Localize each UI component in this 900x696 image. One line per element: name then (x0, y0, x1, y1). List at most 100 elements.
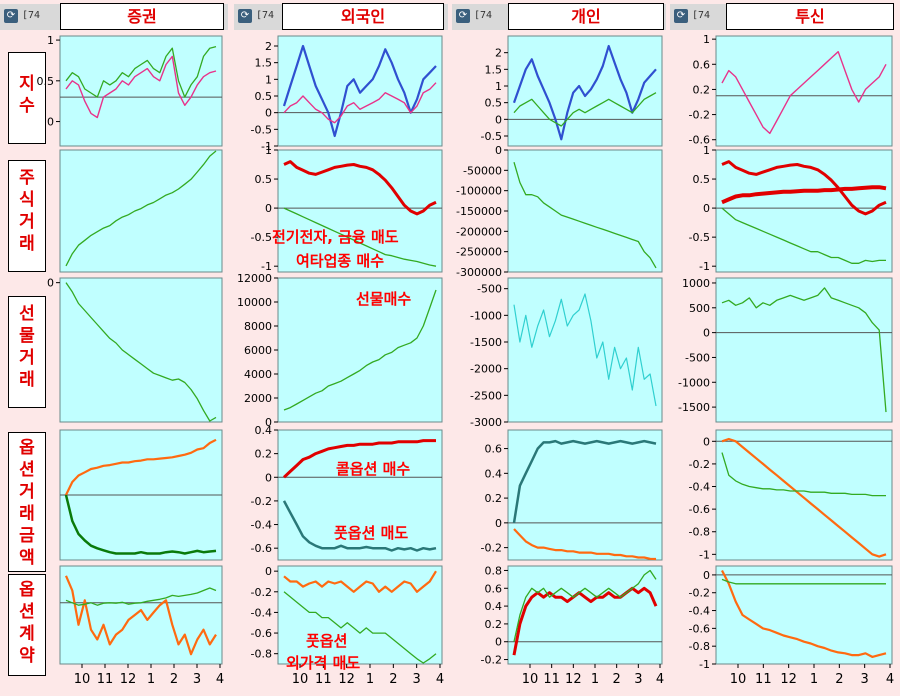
window-icon[interactable]: ⟳ (238, 9, 252, 23)
y-tick-label: 0 (265, 107, 272, 120)
x-tick-label: 2 (170, 672, 178, 687)
chart-panel-foreign-option_contract (277, 565, 443, 665)
series-red-thick-line (721, 185, 887, 205)
y-tick-label: 0 (265, 416, 272, 429)
series-green-line (513, 162, 657, 269)
chart-panel-trust-index (715, 35, 893, 147)
y-tick-label: 2 (265, 40, 272, 53)
y-tick-label: -0.6 (689, 134, 710, 147)
y-tick-label: 0.6 (693, 58, 711, 71)
series-pink-line (65, 55, 217, 119)
y-tick-label: -0.2 (251, 495, 272, 508)
x-tick-label: 10 (74, 672, 91, 687)
y-tick-label: 1.5 (485, 63, 503, 76)
window-icon[interactable]: ⟳ (456, 9, 470, 23)
chart-panel-individual-option_amount (507, 429, 663, 561)
y-tick-label: -0.2 (481, 542, 502, 555)
y-tick-label: 1 (703, 33, 710, 46)
y-tick-label: 1 (265, 73, 272, 86)
y-tick-label: 2 (495, 47, 502, 60)
y-tick-label: -500 (477, 283, 502, 296)
y-tick-label: 0 (703, 327, 710, 340)
y-tick-label: 0 (47, 116, 54, 129)
y-tick-label: -3000 (470, 416, 502, 429)
y-tick-label: 0.4 (255, 424, 273, 437)
y-tick-label: -1 (261, 140, 272, 153)
chart-panel-securities-futures (59, 277, 223, 423)
tab-securities[interactable]: 증권 (60, 3, 224, 30)
y-tick-label: 0.5 (255, 173, 273, 186)
chart-panel-individual-option_contract (507, 565, 663, 665)
series-red-line (283, 160, 437, 216)
y-tick-label: 0 (703, 435, 710, 448)
x-tick-label: 12 (565, 672, 582, 687)
x-tick-label: 3 (193, 672, 201, 687)
y-tick-label: -150000 (456, 205, 502, 218)
series-green-line (721, 287, 887, 413)
y-tick-label: -250000 (456, 246, 502, 259)
tab-trust[interactable]: 투신 (726, 3, 894, 30)
tab-foreign[interactable]: 외국인 (282, 3, 444, 30)
series-green-line (513, 92, 657, 127)
x-tick-label: 12 (120, 672, 137, 687)
chart-panel-trust-futures (715, 277, 893, 423)
y-tick-label: 0.4 (485, 600, 503, 613)
window-icon[interactable]: ⟳ (674, 9, 688, 23)
chart-panel-securities-stock (59, 149, 223, 273)
y-tick-label: -2500 (470, 389, 502, 402)
series-green-line (721, 452, 886, 497)
x-tick-label: 2 (389, 672, 397, 687)
y-tick-label: -0.5 (689, 231, 710, 244)
series-green-line (283, 591, 437, 664)
x-tick-label: 12 (338, 672, 355, 687)
y-tick-label: 1 (47, 34, 54, 47)
y-tick-label: 0.4 (485, 467, 503, 480)
x-tick-label: 4 (886, 672, 894, 687)
annotation-foreign-contract-1: 풋옵션 (306, 632, 348, 650)
series-cyan-line (513, 293, 657, 407)
x-tick-label: 4 (216, 672, 224, 687)
y-tick-label: -100000 (456, 185, 502, 198)
y-tick-label: 0.6 (485, 443, 503, 456)
y-tick-label: 0.5 (693, 173, 711, 186)
series-darkgreen-line (64, 494, 217, 555)
y-tick-label: 0 (495, 517, 502, 530)
y-tick-label: 0.2 (693, 83, 711, 96)
series-orange-line (721, 437, 887, 558)
series-green-line (65, 45, 217, 98)
y-tick-label: 2000 (244, 392, 272, 405)
annotation-foreign-stock-2: 여타업종 매수 (296, 252, 385, 270)
x-tick-label: 4 (436, 672, 444, 687)
y-tick-label: -0.8 (689, 640, 710, 653)
row-label-index: 지 수 (8, 52, 46, 144)
series-green-line (283, 289, 437, 411)
series-green-line (65, 282, 217, 422)
y-tick-label: 0 (703, 569, 710, 582)
window-icon[interactable]: ⟳ (4, 9, 18, 23)
x-tick-label: 1 (147, 672, 155, 687)
y-tick-label: -300000 (456, 266, 502, 279)
series-pink-line (283, 82, 437, 124)
chart-panel-securities-index (59, 35, 223, 147)
y-tick-label: -0.2 (251, 586, 272, 599)
y-tick-label: 0.2 (485, 618, 503, 631)
y-tick-label: -0.6 (251, 542, 272, 555)
row-label-option-contract: 옵 션 계 약 (8, 574, 46, 676)
series-orange-line (64, 575, 217, 656)
annotation-foreign-call: 콜옵션 매수 (336, 460, 411, 478)
chart-panel-foreign-futures (277, 277, 443, 423)
x-tick-label: 4 (656, 672, 664, 687)
y-tick-label: 0 (265, 565, 272, 578)
y-tick-label: -0.6 (689, 622, 710, 635)
y-tick-label: 0.6 (485, 582, 503, 595)
y-tick-label: 0.5 (255, 90, 273, 103)
row-label-futures: 선 물 거 래 (8, 296, 46, 408)
y-tick-label: 0.8 (485, 564, 503, 577)
series-green-line (283, 207, 437, 267)
x-tick-label: 11 (97, 672, 114, 687)
y-tick-label: 0.5 (37, 75, 55, 88)
x-tick-label: 12 (780, 672, 797, 687)
y-tick-label: -0.6 (251, 627, 272, 640)
tab-individual[interactable]: 개인 (508, 3, 664, 30)
